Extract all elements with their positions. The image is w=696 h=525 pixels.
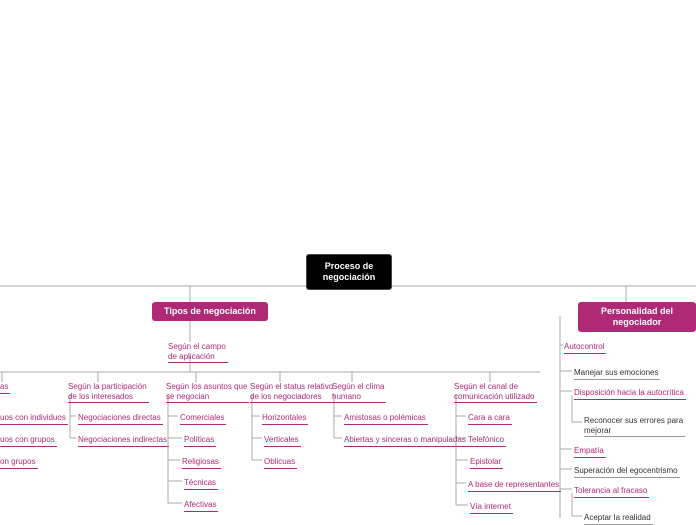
sub-label-line2: de los negociadores bbox=[250, 392, 333, 402]
leaf-label: Técnicas bbox=[184, 478, 216, 487]
sub-status[interactable]: Según el status relativo de los negociad… bbox=[250, 382, 335, 403]
pers-empatia[interactable]: Empatía bbox=[574, 446, 606, 458]
leaf-label: Afectivas bbox=[184, 500, 216, 509]
leaf-label: Negociaciones indirectas bbox=[78, 435, 167, 444]
branch-label: Personalidad del negociador bbox=[601, 306, 673, 327]
leaf-label: Verticales bbox=[264, 435, 299, 444]
leaf-label: Religiosas bbox=[182, 457, 219, 466]
leaf-label: on grupos bbox=[0, 457, 36, 466]
sub-participacion[interactable]: Según la participación de los interesado… bbox=[68, 382, 149, 403]
sub-label: as bbox=[0, 382, 8, 392]
leaf-label: Telefónico bbox=[468, 435, 504, 444]
leaf-label: Autocontrol bbox=[564, 342, 604, 351]
leaf-canal-1[interactable]: Telefónico bbox=[468, 435, 506, 447]
leaf-asuntos-4[interactable]: Afectivas bbox=[184, 500, 218, 512]
leaf-label: Comerciales bbox=[180, 413, 224, 422]
leaf-canal-0[interactable]: Cara a cara bbox=[468, 413, 512, 425]
sub-label-line1: Según el campo bbox=[168, 342, 226, 352]
leaf-label: uos con individuos bbox=[0, 413, 66, 422]
leaf-label: Horizontales bbox=[262, 413, 306, 422]
pers-disposicion[interactable]: Disposición hacia la autocrítica bbox=[574, 388, 686, 400]
leaf-asuntos-3[interactable]: Técnicas bbox=[184, 478, 218, 490]
leaf-label: Vía internet bbox=[470, 502, 511, 511]
leaf-label-line1: Reconocer sus errores para bbox=[584, 416, 683, 426]
leaf-canal-4[interactable]: Vía internet bbox=[470, 502, 513, 514]
leaf-canal-2[interactable]: Epistolar bbox=[470, 457, 503, 469]
leaf-label: uos con grupos bbox=[0, 435, 55, 444]
leaf-label: Empatía bbox=[574, 446, 604, 455]
leaf-label: Oblicuas bbox=[264, 457, 295, 466]
branch-label: Tipos de negociación bbox=[164, 306, 256, 316]
leaf-label: Tolerancia al fracaso bbox=[574, 486, 647, 495]
leaf-partleft-0[interactable]: uos con individuos bbox=[0, 413, 68, 425]
leaf-status-0[interactable]: Horizontales bbox=[262, 413, 308, 425]
leaf-label-line2: mejorar bbox=[584, 426, 683, 436]
leaf-label: Abiertas y sinceras o manipuladas bbox=[344, 435, 466, 444]
leaf-asuntos-0[interactable]: Comerciales bbox=[180, 413, 226, 425]
pers-superacion[interactable]: Superación del egocentrismo bbox=[574, 466, 680, 478]
leaf-label: Disposición hacia la autocrítica bbox=[574, 388, 684, 397]
sub-label-line1: Según el canal de bbox=[454, 382, 535, 392]
leaf-status-1[interactable]: Verticales bbox=[264, 435, 301, 447]
leaf-label: Negociaciones directas bbox=[78, 413, 161, 422]
leaf-clima-0[interactable]: Amistosas o polémicas bbox=[344, 413, 428, 425]
leaf-label: Epistolar bbox=[470, 457, 501, 466]
root-label: Proceso de negociación bbox=[323, 261, 376, 282]
sub-label-line1: Según la participación bbox=[68, 382, 147, 392]
sub-canal[interactable]: Según el canal de comunicación utilizado bbox=[454, 382, 537, 403]
sub-label-line2: de aplicación bbox=[168, 352, 226, 362]
sub-campo[interactable]: Según el campo de aplicación bbox=[168, 342, 228, 363]
sub-label-line1: Según los asuntos que bbox=[166, 382, 247, 392]
leaf-label: Amistosas o polémicas bbox=[344, 413, 426, 422]
leaf-canal-3[interactable]: A base de representantes bbox=[468, 480, 561, 492]
sub-asuntos[interactable]: Según los asuntos que se negocian bbox=[166, 382, 249, 403]
leaf-clima-1[interactable]: Abiertas y sinceras o manipuladas bbox=[344, 435, 468, 447]
leaf-label: Aceptar la realidad bbox=[584, 513, 651, 522]
pers-manejar[interactable]: Manejar sus emociones bbox=[574, 368, 660, 380]
leaf-label: A base de representantes bbox=[468, 480, 559, 489]
leaf-label: Manejar sus emociones bbox=[574, 368, 658, 377]
sub-label-line2: comunicación utilizado bbox=[454, 392, 535, 402]
sub-clima[interactable]: Según el clima humano bbox=[332, 382, 386, 403]
leaf-participacion-1[interactable]: Negociaciones indirectas bbox=[78, 435, 169, 447]
pers-reconocer[interactable]: Reconocer sus errores para mejorar bbox=[584, 416, 685, 437]
pers-aceptar[interactable]: Aceptar la realidad bbox=[584, 513, 653, 525]
sub-label-line2: humano bbox=[332, 392, 384, 402]
sub-label-line1: Según el clima bbox=[332, 382, 384, 392]
branch-personalidad[interactable]: Personalidad del negociador bbox=[578, 302, 696, 332]
pers-autocontrol[interactable]: Autocontrol bbox=[564, 342, 606, 354]
leaf-label: Cara a cara bbox=[468, 413, 510, 422]
root-node[interactable]: Proceso de negociación bbox=[306, 254, 392, 290]
pers-tolerancia[interactable]: Tolerancia al fracaso bbox=[574, 486, 649, 498]
sub-label-line2: se negocian bbox=[166, 392, 247, 402]
leaf-partleft-2[interactable]: on grupos bbox=[0, 457, 38, 469]
branch-tipos[interactable]: Tipos de negociación bbox=[152, 302, 268, 321]
leaf-label: Superación del egocentrismo bbox=[574, 466, 678, 475]
leaf-asuntos-1[interactable]: Políticas bbox=[184, 435, 216, 447]
leaf-label: Políticas bbox=[184, 435, 214, 444]
leaf-status-2[interactable]: Oblicuas bbox=[264, 457, 297, 469]
leaf-participacion-0[interactable]: Negociaciones directas bbox=[78, 413, 163, 425]
leaf-asuntos-2[interactable]: Religiosas bbox=[182, 457, 221, 469]
sub-partial-left[interactable]: as bbox=[0, 382, 10, 394]
sub-label-line2: de los interesados bbox=[68, 392, 147, 402]
leaf-partleft-1[interactable]: uos con grupos bbox=[0, 435, 57, 447]
sub-label-line1: Según el status relativo bbox=[250, 382, 333, 392]
